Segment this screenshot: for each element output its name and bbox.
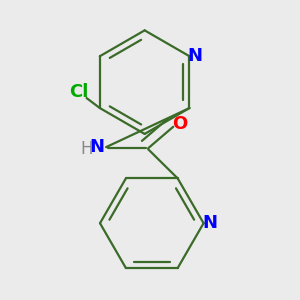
Text: N: N xyxy=(89,138,104,156)
Text: H: H xyxy=(80,140,93,158)
Text: N: N xyxy=(202,214,217,232)
Text: Cl: Cl xyxy=(69,83,88,101)
Text: O: O xyxy=(172,115,187,133)
Text: N: N xyxy=(188,47,203,65)
